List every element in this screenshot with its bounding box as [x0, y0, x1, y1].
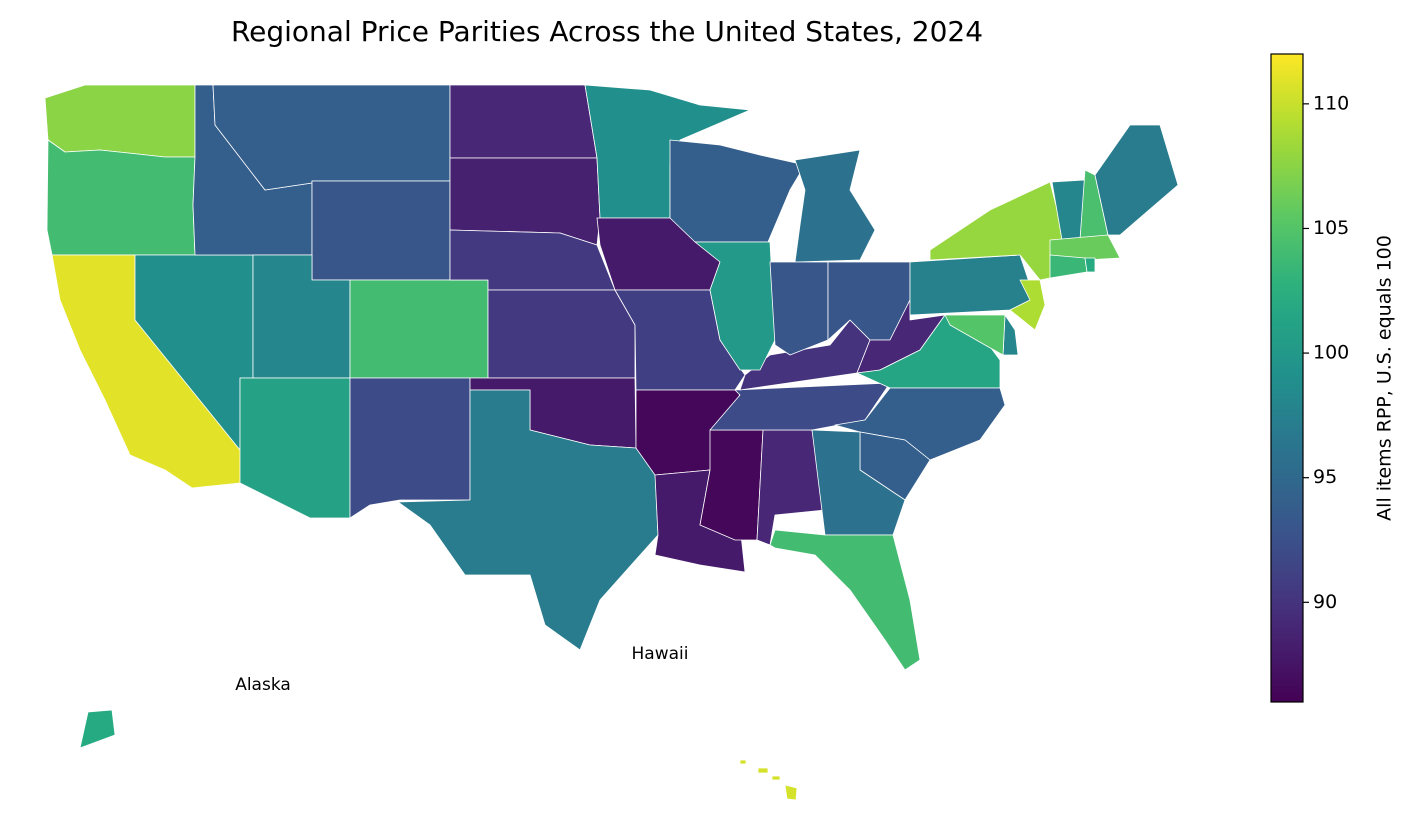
state — [1049, 234, 1121, 261]
colorbar-tick-label: 100 — [1313, 342, 1349, 364]
state — [239, 377, 351, 519]
state — [44, 84, 196, 158]
colorbar-tick-label: 90 — [1313, 591, 1337, 613]
state — [311, 180, 451, 281]
state — [944, 314, 1006, 356]
state — [449, 84, 598, 159]
state — [487, 289, 636, 379]
colorbar-tick-label: 105 — [1313, 217, 1349, 239]
state — [769, 261, 829, 356]
state — [1009, 279, 1046, 331]
state — [46, 139, 196, 256]
state — [349, 279, 489, 379]
state — [349, 377, 471, 519]
state — [794, 149, 876, 263]
colorbar-label: All items RPP, U.S. equals 100 — [1374, 235, 1396, 521]
state — [1094, 124, 1179, 236]
chart-title: Regional Price Parities Across the Unite… — [231, 15, 983, 48]
state — [397, 389, 659, 651]
colorbar: 90 95 100 105 110 — [1270, 53, 1349, 703]
state — [769, 529, 921, 671]
state — [79, 709, 116, 749]
state — [1049, 254, 1088, 279]
state — [909, 254, 1036, 316]
states-layer — [44, 84, 1179, 801]
annotation: Hawaii — [632, 644, 689, 664]
state — [669, 139, 806, 243]
state — [1084, 257, 1096, 273]
state — [1002, 314, 1019, 356]
colorbar-tick-label: 110 — [1313, 92, 1349, 114]
annotation: Alaska — [235, 675, 291, 695]
colorbar-gradient — [1270, 53, 1304, 703]
colorbar-tick-label: 95 — [1313, 466, 1337, 488]
state — [739, 759, 798, 801]
